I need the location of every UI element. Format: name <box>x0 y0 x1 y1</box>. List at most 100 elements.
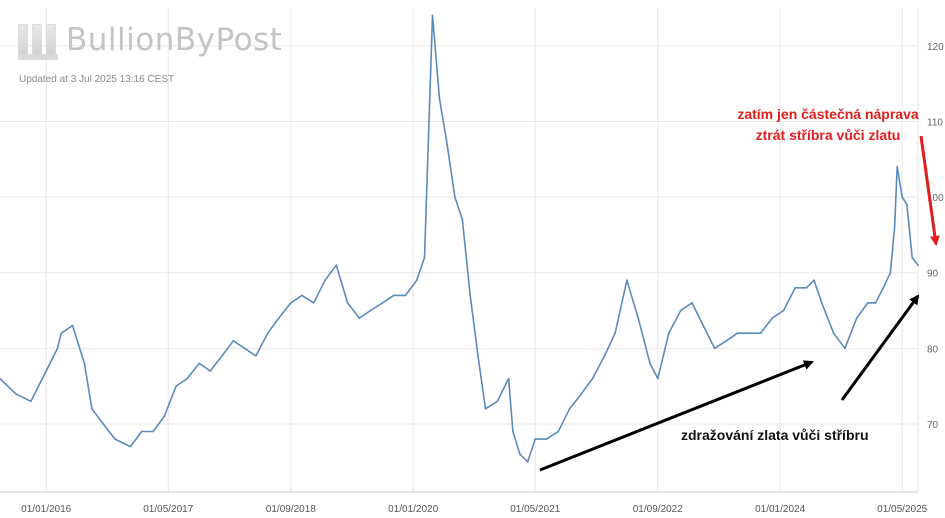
gold-bars-icon <box>18 24 58 60</box>
data-point <box>152 430 154 433</box>
data-point <box>71 324 74 327</box>
data-point <box>866 302 869 304</box>
data-point <box>277 317 280 319</box>
y-tick-label: 100 <box>927 193 944 204</box>
data-point <box>415 279 418 282</box>
data-point <box>209 370 212 372</box>
data-point <box>507 377 510 380</box>
data-point <box>255 355 257 357</box>
data-point <box>381 302 384 304</box>
y-tick-label: 110 <box>927 117 943 128</box>
data-point <box>496 400 499 403</box>
data-point <box>725 339 728 342</box>
data-point <box>713 347 716 350</box>
data-point <box>889 271 892 274</box>
x-tick-label: 01/05/2017 <box>143 504 193 515</box>
red-annotation-line-2: ztrát stříbra vůči zlatu <box>755 127 901 143</box>
x-tick-label: 01/09/2022 <box>633 504 683 515</box>
data-point <box>186 377 189 380</box>
data-point <box>519 453 521 456</box>
data-point <box>461 218 464 221</box>
data-point <box>232 339 235 342</box>
data-point <box>484 407 487 410</box>
data-point <box>477 355 479 357</box>
data-point <box>346 302 349 304</box>
red-annotation: zatím jen částečná náprava ztrát stříbra… <box>718 104 938 146</box>
data-point <box>794 286 797 289</box>
data-point <box>580 392 583 395</box>
red-annotation-line-1: zatím jen částečná náprava <box>737 106 919 122</box>
data-point <box>454 196 456 199</box>
x-tick-label: 01/01/2024 <box>755 504 805 515</box>
data-point <box>691 302 693 304</box>
black-annotation: zdražování zlata vůči stříbru <box>681 427 869 443</box>
data-point <box>832 332 835 335</box>
data-point <box>813 279 815 282</box>
data-point <box>626 279 628 282</box>
data-point <box>805 286 808 289</box>
data-point <box>656 377 659 380</box>
data-point <box>358 317 361 319</box>
data-point <box>335 264 338 266</box>
data-point <box>545 438 548 440</box>
data-point <box>423 256 426 259</box>
data-point <box>404 294 407 297</box>
data-point <box>324 279 326 282</box>
data-point <box>266 332 269 335</box>
data-point <box>874 302 877 304</box>
data-point <box>431 14 434 17</box>
x-tick-label: 01/01/2020 <box>388 504 438 515</box>
data-point <box>771 317 774 319</box>
data-point <box>91 407 93 410</box>
data-point <box>896 165 899 168</box>
data-point <box>289 302 292 304</box>
data-point <box>175 385 178 387</box>
data-point <box>221 355 223 357</box>
data-point <box>591 377 594 380</box>
data-point <box>56 347 59 350</box>
data-point <box>844 347 846 350</box>
y-tick-label: 80 <box>927 344 939 355</box>
data-point <box>163 415 166 418</box>
data-point <box>114 438 116 440</box>
data-point <box>568 407 571 410</box>
data-point <box>893 226 896 229</box>
x-tick-label: 01/05/2021 <box>510 504 560 515</box>
data-point <box>102 423 105 425</box>
data-point <box>301 294 303 297</box>
data-point <box>438 97 441 100</box>
grid <box>0 8 919 493</box>
data-point <box>855 317 858 319</box>
data-point <box>614 332 616 335</box>
data-point <box>906 203 908 206</box>
x-tick-label: 01/01/2016 <box>21 504 71 515</box>
x-tick-label: 01/05/2025 <box>877 504 927 515</box>
updated-timestamp: Updated at 3 Jul 2025 13:16 CEST <box>19 74 175 85</box>
data-point <box>534 438 537 440</box>
brand-logo: BullionByPost <box>14 20 282 64</box>
data-point <box>820 302 823 304</box>
data-point <box>469 294 472 297</box>
y-tick-label: 70 <box>927 420 939 431</box>
data-point <box>759 332 762 335</box>
y-axis-tick-labels: 70 80 90 100 110 120 <box>927 42 944 431</box>
data-point <box>512 430 514 433</box>
data-point <box>312 302 315 304</box>
trend-arrow-1 <box>539 360 814 472</box>
data-point <box>917 264 919 266</box>
data-point <box>911 256 914 259</box>
data-point <box>129 445 132 448</box>
red-arrow <box>919 135 940 246</box>
data-point <box>446 143 448 146</box>
brand-name: BullionByPost <box>66 22 283 58</box>
data-point <box>30 400 32 403</box>
data-point <box>702 324 705 327</box>
data-point <box>901 196 904 199</box>
data-point <box>83 362 86 365</box>
data-point <box>736 332 739 335</box>
data-point <box>748 332 751 335</box>
data-point <box>45 370 48 372</box>
data-point <box>14 392 17 395</box>
